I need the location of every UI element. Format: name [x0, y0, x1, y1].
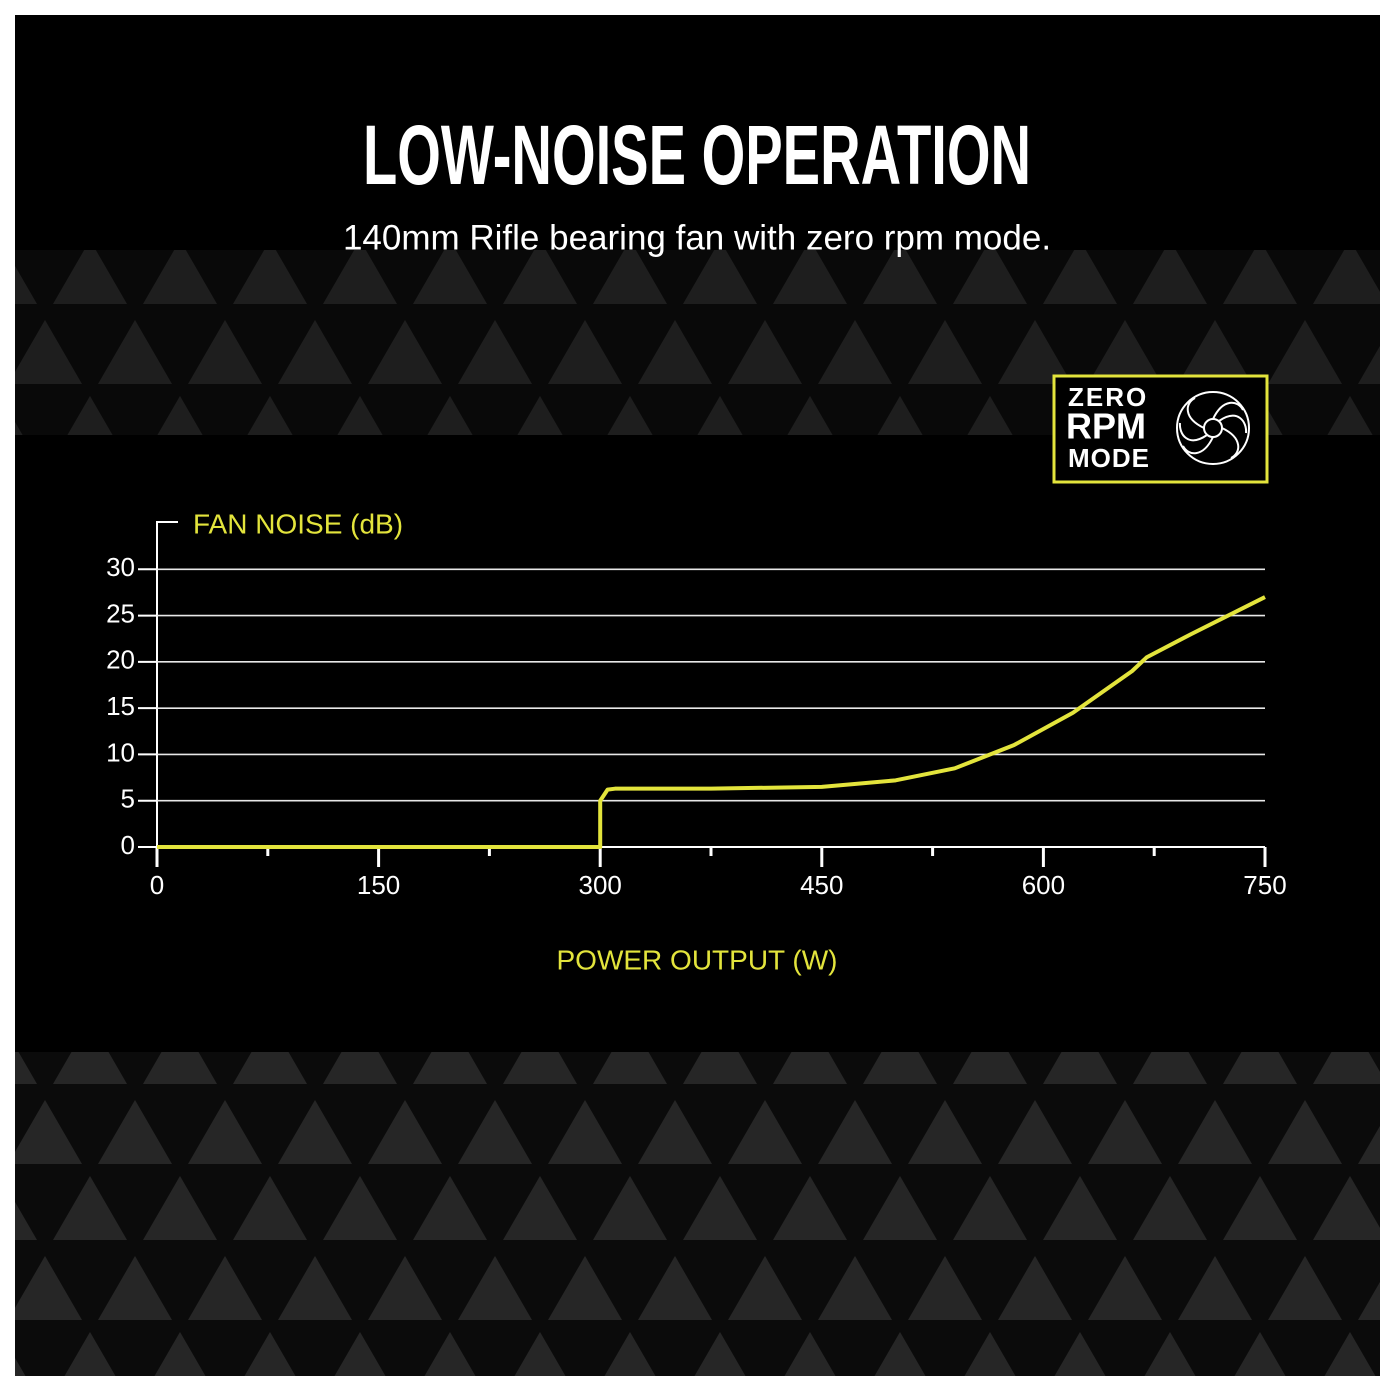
x-tick-label: 450	[800, 870, 843, 900]
y-tick-label: 25	[106, 598, 135, 628]
y-tick-label: 5	[121, 784, 135, 814]
subtitle: 140mm Rifle bearing fan with zero rpm mo…	[343, 218, 1051, 257]
x-tick-label: 0	[150, 870, 164, 900]
x-tick-label: 300	[579, 870, 622, 900]
y-axis-label: FAN NOISE (dB)	[193, 508, 403, 539]
y-tick-label: 20	[106, 645, 135, 675]
badge-frame	[1052, 374, 1269, 484]
y-tick-label: 0	[121, 830, 135, 860]
x-axis-label: POWER OUTPUT (W)	[556, 944, 837, 975]
y-tick-label: 10	[106, 737, 135, 767]
x-tick-label: 750	[1243, 870, 1286, 900]
grille-bottom	[15, 1052, 1380, 1376]
x-tick-label: 150	[357, 870, 400, 900]
data-line	[157, 595, 1266, 849]
badge-text: ZERO	[1068, 382, 1148, 412]
fan-icon	[1176, 391, 1250, 465]
badge-text: MODE	[1068, 443, 1150, 473]
badge-text: RPM	[1066, 406, 1146, 447]
y-tick-label: 15	[106, 691, 135, 721]
title: LOW-NOISE OPERATION	[363, 108, 1031, 202]
x-tick-label: 600	[1022, 870, 1065, 900]
chart-area	[15, 435, 1380, 1052]
y-axis	[156, 521, 178, 847]
badge: ZERO RPM MODE	[1052, 374, 1269, 484]
y-tick-label: 30	[106, 552, 135, 582]
